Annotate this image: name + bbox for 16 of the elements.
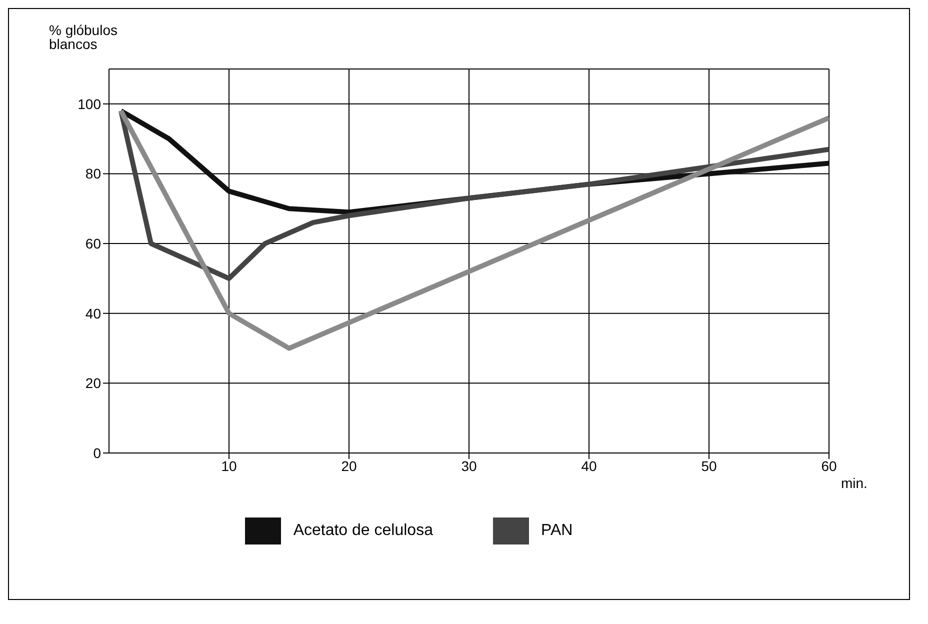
legend-label: Acetato de celulosa xyxy=(293,522,433,540)
x-axis-title: min. xyxy=(841,474,868,491)
legend-label: PAN xyxy=(540,522,573,540)
x-tick-label: 20 xyxy=(341,458,357,474)
y-tick-label: 40 xyxy=(85,305,102,322)
y-axis-title: % glóbulos blancos xyxy=(49,22,118,52)
y-tick-label: 0 xyxy=(93,444,102,461)
x-tick-label: 10 xyxy=(221,458,237,474)
y-tick-label: 20 xyxy=(85,375,102,392)
y-tick-label: 100 xyxy=(78,96,102,112)
x-tick-label: 40 xyxy=(581,458,597,474)
x-tick-label: 50 xyxy=(701,458,717,474)
x-tick-label: 30 xyxy=(461,458,477,474)
y-tick-label: 60 xyxy=(85,236,102,252)
y-tick-label: 80 xyxy=(85,166,102,182)
x-tick-label: 60 xyxy=(821,458,837,474)
